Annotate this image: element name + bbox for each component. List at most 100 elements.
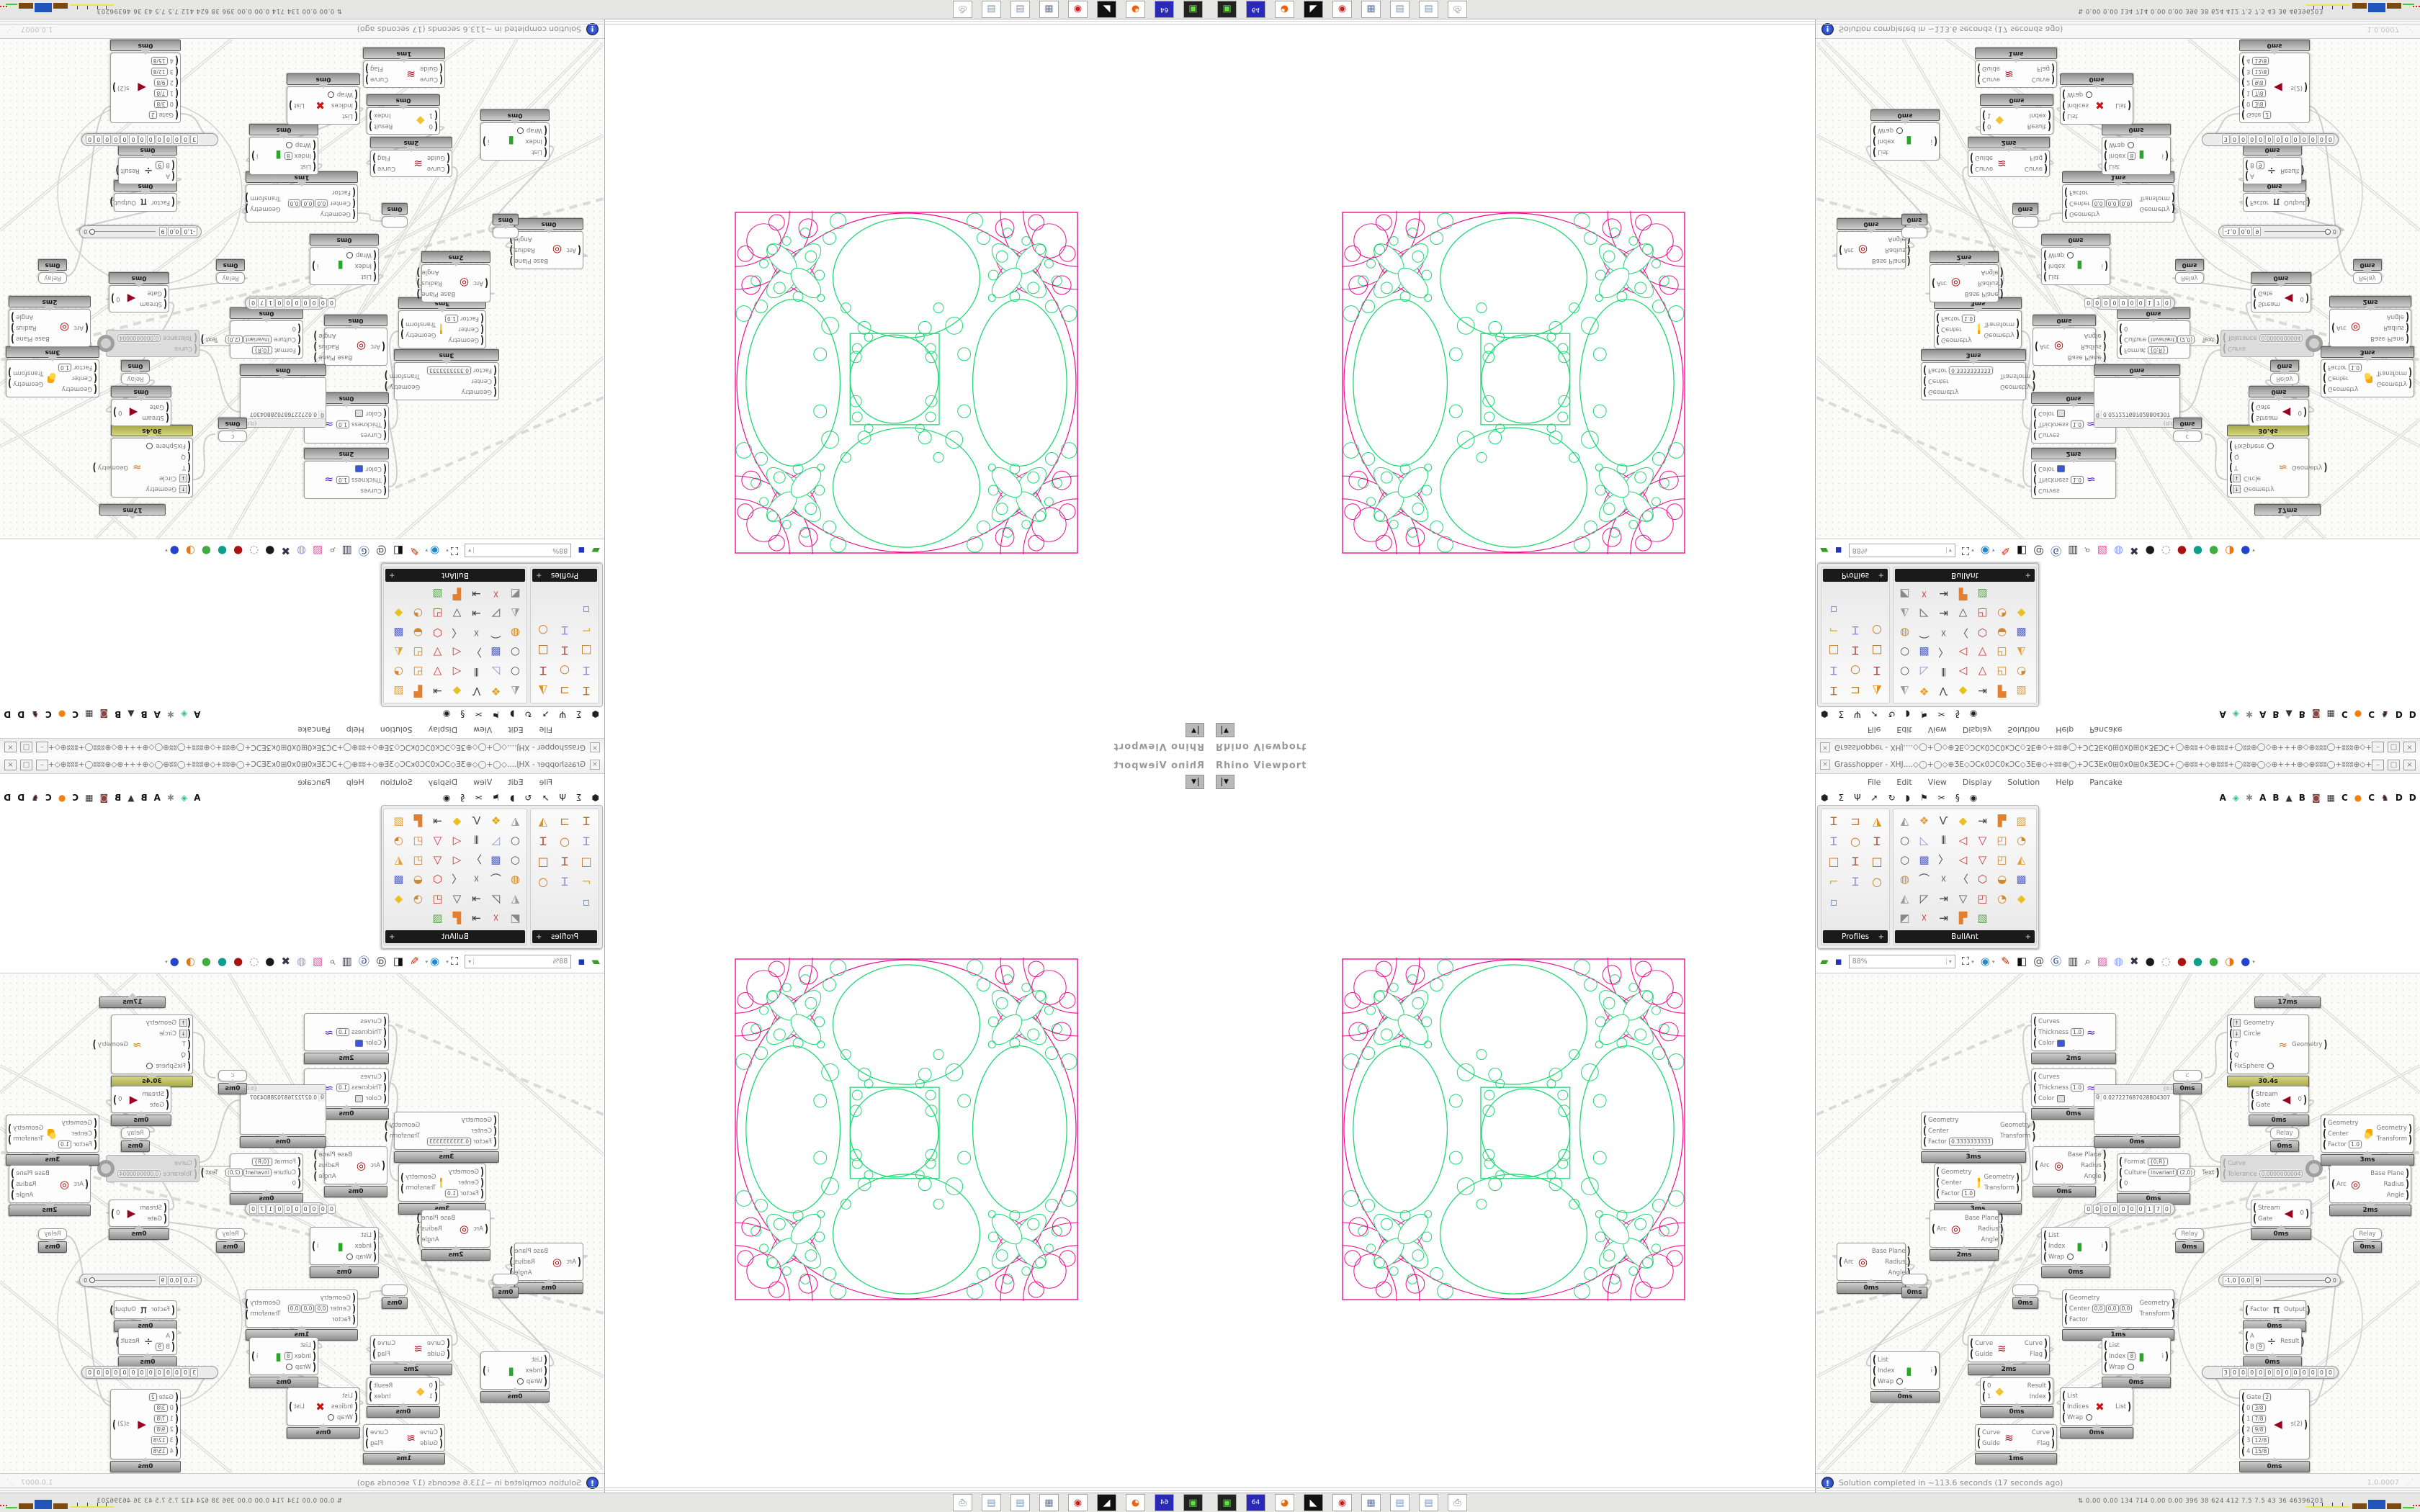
gh-node[interactable]: (Geometry(Center(Factor 1.0 Geometry) Trans… <box>398 1164 486 1215</box>
output-port[interactable]: ) <box>2303 81 2308 95</box>
gh-node[interactable]: c 0ms <box>2173 418 2202 442</box>
value-capsule[interactable]: 9/8 <box>154 78 168 86</box>
input-port[interactable]: ( <box>2062 1410 2066 1424</box>
camera-dark-icon[interactable]: ● <box>265 544 275 557</box>
component-icon[interactable]: ◰ <box>1996 833 2007 847</box>
category-tab-icon[interactable]: Σ <box>575 792 582 803</box>
value-capsule[interactable]: 1.0 <box>2349 1140 2362 1148</box>
preview-orange-icon[interactable]: ◑ <box>185 544 195 557</box>
gh-node[interactable]: (A(B 9 ÷ Result) 0ms <box>115 1328 177 1368</box>
component-icon[interactable]: ○ <box>510 665 521 679</box>
value-capsule[interactable]: 8 <box>2128 1352 2136 1360</box>
output-port[interactable]: ) <box>2171 191 2175 205</box>
value-capsule[interactable]: 1.0 <box>2349 364 2362 372</box>
input-port[interactable]: ( <box>1923 1124 1927 1138</box>
slider-rail[interactable] <box>2264 229 2331 235</box>
gh-node[interactable]: (Curves(Thickness 1.0(Color ≈2ms <box>2031 448 2116 499</box>
gh-node[interactable]: (List(Index 8(Wrap ▮ i) 0ms <box>2102 124 2171 175</box>
component-icon[interactable]: ◺ <box>491 833 501 847</box>
preview-blue-icon[interactable]: ● <box>169 544 179 557</box>
gh-node[interactable]: (Stream(Gate ◀ 0) 0ms <box>2249 1086 2309 1126</box>
app-notepad2-icon[interactable]: ▤ <box>1419 1 1438 18</box>
value-capsule[interactable]: 1.0 <box>2071 1028 2084 1036</box>
output-port[interactable]: ) <box>8 366 12 380</box>
component-icon[interactable]: ⌒ <box>490 873 502 886</box>
value-capsule[interactable]: {0;R} <box>2148 346 2169 354</box>
panel-close-icon[interactable]: × <box>1820 760 1830 770</box>
menu-item-help[interactable]: Help <box>346 725 364 734</box>
plugin-tab[interactable]: D <box>4 709 12 720</box>
component-icon[interactable]: ▧ <box>1977 588 1988 601</box>
component-icon[interactable]: ◭ <box>511 814 520 827</box>
sketch-pen-icon[interactable]: ✎ <box>2001 955 2010 968</box>
output-port[interactable]: ) <box>2051 1426 2055 1439</box>
input-port[interactable]: ( <box>1982 1390 1986 1403</box>
gh-node[interactable]: 0ms <box>1901 1274 1927 1298</box>
value-capsule[interactable]: Invariant <box>243 1169 272 1176</box>
component-icon[interactable]: ◍ <box>1899 626 1910 640</box>
component-icon[interactable]: ▫ <box>1829 894 1838 909</box>
app-notepad1-icon[interactable]: ▤ <box>1390 1 1410 18</box>
sketch-pen-icon[interactable]: ✎ <box>2001 544 2010 557</box>
output-port[interactable]: ) <box>2032 369 2036 383</box>
output-port[interactable]: ) <box>2305 1206 2309 1220</box>
input-port[interactable]: ( <box>2223 331 2227 345</box>
plugin-tab[interactable]: C <box>45 709 52 720</box>
input-port[interactable]: ( <box>381 1158 385 1172</box>
value-capsule[interactable]: 8 <box>284 152 292 160</box>
output-port[interactable]: ) <box>2051 62 2055 76</box>
component-icon[interactable]: ▩ <box>1919 852 1930 866</box>
input-port[interactable]: ( <box>2241 54 2246 68</box>
input-port[interactable]: ( <box>543 1374 547 1388</box>
gh-node[interactable]: (A(B 9 ÷ Result) 0ms <box>115 144 177 184</box>
app-inkscape-icon[interactable]: ◣ <box>1097 1494 1116 1511</box>
gh-node[interactable]: (Geometry(Center(Factor 1.0 Geometry) Trans… <box>6 346 99 397</box>
input-port[interactable]: ( <box>2229 1048 2233 1062</box>
value-capsule[interactable]: 12/8 <box>151 68 168 76</box>
menu-item-file[interactable]: File <box>539 778 552 787</box>
gh-node[interactable]: (↑ Geometry(↓ Circle(T(Q(FixSphere ≈ Geometr… <box>2227 425 2327 498</box>
component-icon[interactable]: ▫ <box>582 894 591 909</box>
gh-node[interactable]: c 0ms <box>2173 1070 2202 1094</box>
input-port[interactable]: ( <box>2253 1212 2257 1225</box>
component-icon[interactable]: ▧ <box>432 911 443 924</box>
gh-node[interactable]: (List(Index(Wrap ▮ i) 0ms <box>1870 1351 1940 1403</box>
input-port[interactable]: ( <box>381 340 385 354</box>
app-inkscape-icon[interactable]: ◣ <box>1304 1 1323 18</box>
app-inkscape-icon[interactable]: ◣ <box>1097 1 1116 18</box>
component-icon[interactable]: Ɪ <box>1830 814 1837 828</box>
app-printer-icon[interactable]: ⎙ <box>1448 1 1467 18</box>
gh-node[interactable]: (Arc ◎ Base Plane) Radius) Angle) 2ms <box>416 1210 490 1261</box>
input-port[interactable]: ( <box>351 186 356 199</box>
output-port[interactable]: ) <box>2102 1169 2107 1183</box>
gha-loader-icon[interactable]: Ⓖ <box>2051 955 2062 968</box>
component-icon[interactable]: ◒ <box>1996 626 2007 640</box>
value-capsule[interactable]: Invariant <box>243 336 272 343</box>
component-icon[interactable]: ⇥ <box>472 607 481 621</box>
component-icon[interactable]: ◁ <box>452 665 462 679</box>
camera-light-icon[interactable]: ◌ <box>2161 955 2171 968</box>
expand-icon[interactable]: + <box>1878 932 1884 941</box>
category-tab-icon[interactable]: Ψ <box>559 709 566 720</box>
resize-grip[interactable]: ⋰ <box>2406 1479 2414 1487</box>
input-port[interactable]: ( <box>484 276 488 290</box>
component-icon[interactable]: Ɪ <box>1852 644 1859 657</box>
component-icon[interactable]: ▧ <box>432 588 443 601</box>
menu-item-view[interactable]: View <box>1927 778 1947 787</box>
input-port[interactable]: ( <box>2043 1228 2048 1242</box>
value-capsule[interactable]: 1.0 <box>2071 1084 2084 1092</box>
input-port[interactable]: ( <box>163 287 167 300</box>
component-icon[interactable]: ◺ <box>491 665 501 679</box>
output-port[interactable]: ) <box>416 1233 421 1246</box>
zoom-level-input[interactable]: 88% ▾ <box>465 544 572 557</box>
component-icon[interactable]: ☓ <box>473 872 480 886</box>
expand-icon[interactable]: + <box>2025 932 2031 941</box>
component-icon[interactable]: Ѵ <box>1939 814 1948 827</box>
input-port[interactable]: ( <box>193 331 197 345</box>
plugin-tab[interactable]: ◙ <box>99 709 109 720</box>
input-port[interactable]: ( <box>1977 1436 1981 1450</box>
input-port[interactable]: ( <box>2062 1389 2066 1403</box>
output-port[interactable]: ) <box>483 135 487 148</box>
